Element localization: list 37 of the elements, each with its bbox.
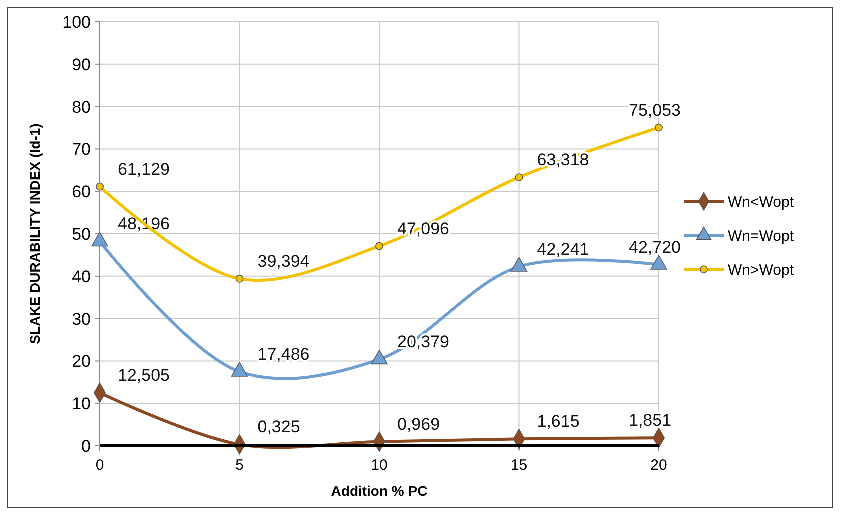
data-label: 17,486 [258,344,310,364]
data-label: 39,394 [258,252,310,271]
data-label: 1,615 [537,412,580,432]
x-tick-label: 10 [371,457,388,474]
y-tick-label: 0 [82,436,91,456]
y-tick-label: 90 [72,55,91,74]
y-tick-label: 10 [72,394,91,414]
point [655,124,663,132]
data-label: 42,720 [629,238,681,257]
data-label: 1,851 [629,411,672,430]
y-tick-label: 80 [72,98,91,117]
point [376,242,384,250]
x-tick-label: 15 [510,457,528,474]
y-tick-label: 30 [72,310,91,329]
data-label: 75,053 [629,100,681,120]
data-label: 42,241 [537,240,590,259]
point [236,275,244,283]
y-tick-label: 40 [72,267,91,286]
y-axis-title: SLAKE DURABILITY INDEX (Id-1) [27,124,43,344]
y-tick-label: 20 [72,352,91,372]
x-tick-label: 0 [96,457,104,474]
legend-label: Wn<Wopt [728,194,795,211]
data-label: 61,129 [118,160,170,179]
legend-label: Wn>Wopt [728,262,795,279]
y-tick-label: 70 [72,140,91,160]
point [96,182,104,191]
y-tick-label: 50 [72,224,91,244]
y-tick-label: 100 [62,12,91,32]
y-tick-label: 60 [72,182,91,202]
x-tick-label: 5 [236,457,244,474]
data-label: 12,505 [118,366,170,385]
point [515,174,524,182]
legend-label: Wn=Wopt [728,228,795,245]
data-label: 0,325 [258,418,300,437]
x-tick-label: 20 [650,457,668,474]
data-label: 0,969 [398,414,440,434]
x-axis-title: Addition % PC [331,483,428,499]
